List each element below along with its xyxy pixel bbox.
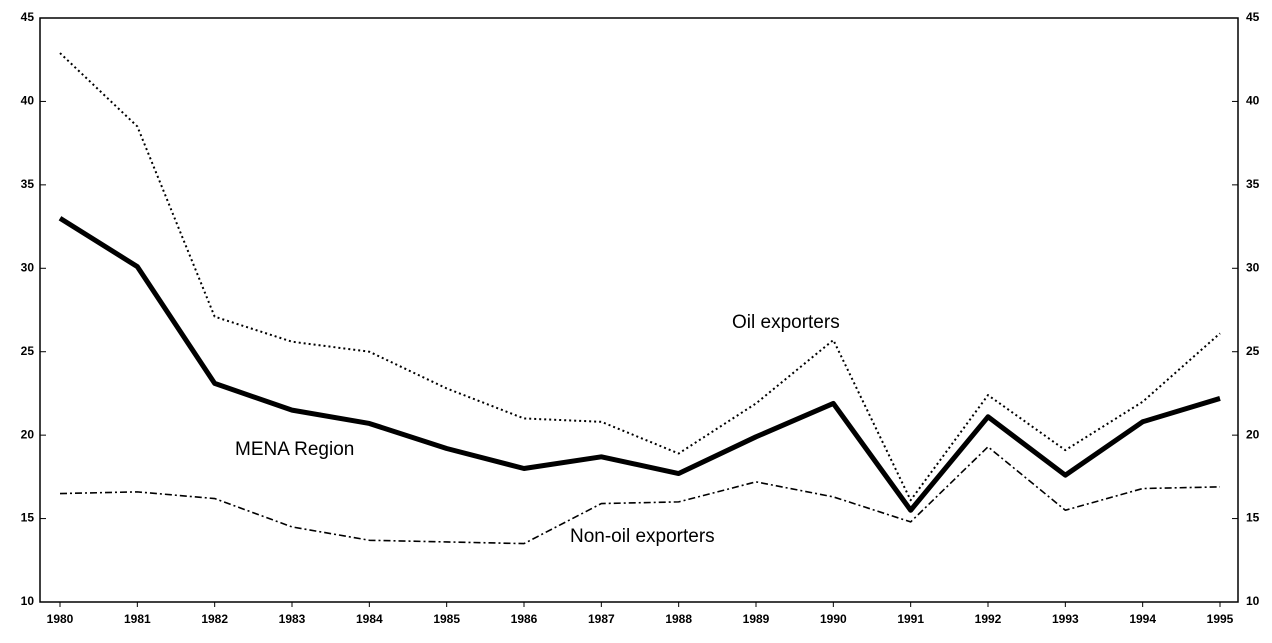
x-tick-label: 1994	[1129, 612, 1156, 626]
y-tick-label: 40	[21, 94, 35, 108]
y2-tick-label: 30	[1246, 260, 1260, 274]
x-tick-label: 1981	[124, 612, 151, 626]
series-line	[58, 216, 1221, 513]
series-label: Non-oil exporters	[570, 526, 715, 547]
y2-tick-label: 20	[1246, 427, 1260, 441]
x-tick-label: 1980	[47, 612, 74, 626]
series-line	[59, 446, 1221, 545]
y-tick-label: 10	[21, 594, 35, 608]
y-tick-label: 20	[21, 427, 35, 441]
x-tick-label: 1984	[356, 612, 383, 626]
y-tick-label: 45	[21, 10, 35, 24]
y2-tick-label: 25	[1246, 344, 1260, 358]
x-tick-label: 1988	[665, 612, 692, 626]
y-tick-label: 25	[21, 344, 35, 358]
y2-tick-label: 10	[1246, 594, 1260, 608]
x-tick-label: 1991	[897, 612, 924, 626]
y-tick-label: 30	[21, 260, 35, 274]
y2-tick-label: 40	[1246, 94, 1260, 108]
x-tick-label: 1993	[1052, 612, 1079, 626]
x-tick-label: 1995	[1207, 612, 1234, 626]
y2-tick-label: 15	[1246, 511, 1260, 525]
x-tick-label: 1989	[743, 612, 770, 626]
y-tick-label: 15	[21, 511, 35, 525]
x-tick-label: 1992	[975, 612, 1002, 626]
y2-tick-label: 45	[1246, 10, 1260, 24]
x-tick-label: 1985	[433, 612, 460, 626]
y-tick-label: 35	[21, 177, 35, 191]
plot-frame	[39, 17, 1239, 603]
x-tick-label: 1986	[511, 612, 538, 626]
y2-tick-label: 35	[1246, 177, 1260, 191]
x-tick-label: 1987	[588, 612, 615, 626]
series-label: Oil exporters	[732, 312, 840, 333]
series-line	[59, 52, 1221, 502]
x-tick-label: 1983	[279, 612, 306, 626]
x-tick-label: 1990	[820, 612, 847, 626]
series-label: MENA Region	[235, 439, 354, 460]
x-tick-label: 1982	[201, 612, 228, 626]
